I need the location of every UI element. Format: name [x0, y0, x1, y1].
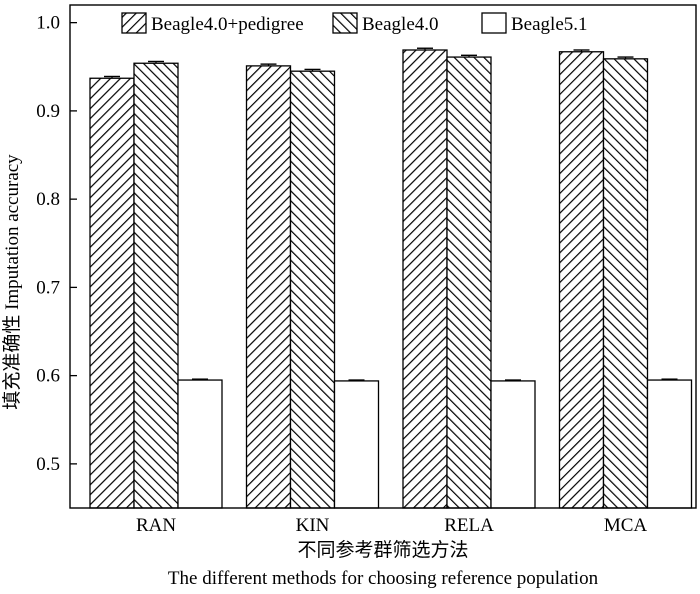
legend-label-beagle4-0-pedigree: Beagle4.0+pedigree	[151, 14, 304, 35]
bar-beagle4-0-pedigree-kin	[245, 65, 292, 509]
bar-beagle4-0-kin	[289, 70, 336, 509]
x-tick-label-kin: KIN	[296, 515, 330, 536]
y-axis-label: 填充准确性 Imputation accuracy	[1, 154, 23, 410]
y-tick-label-0: 0.5	[36, 454, 60, 475]
bar-beagle4-0-rela	[446, 56, 492, 509]
y-tick-label-5: 1.0	[36, 13, 60, 34]
bar-beagle4-0-mca	[602, 58, 649, 509]
bar-beagle5-1-ran	[177, 379, 223, 509]
legend: Beagle4.0+pedigree Beagle4.0 Beagle5.1	[121, 12, 588, 35]
y-axis: 0.5 0.6 0.7 0.8 0.9 1.0	[36, 13, 77, 475]
legend-label-beagle4-0: Beagle4.0	[362, 14, 439, 35]
bar-beagle4-0-ran	[133, 62, 179, 509]
y-tick-label-1: 0.6	[36, 366, 60, 387]
error-bars-layer	[104, 47, 678, 381]
x-axis-label-chinese: 不同参考群筛选方法	[297, 539, 468, 561]
x-axis-label-english: The different methods for choosing refer…	[168, 568, 599, 589]
y-tick-label-3: 0.8	[36, 189, 60, 210]
x-tick-label-rela: RELA	[444, 515, 494, 536]
x-tick-label-mca: MCA	[604, 515, 648, 536]
bar-beagle4-0-pedigree-mca	[558, 51, 605, 509]
legend-label-beagle5-1: Beagle5.1	[511, 14, 588, 35]
x-tick-label-ran: RAN	[136, 515, 176, 536]
bar-beagle5-1-mca	[646, 379, 693, 509]
bar-beagle5-1-kin	[333, 380, 380, 509]
bar-beagle4-0-pedigree-ran	[89, 77, 135, 509]
legend-swatch-beagle5-1	[481, 12, 507, 34]
y-tick-label-4: 0.9	[36, 101, 60, 122]
bars-layer	[89, 49, 693, 509]
bar-beagle4-0-pedigree-rela	[402, 49, 448, 509]
bar-beagle5-1-rela	[490, 380, 536, 509]
legend-swatch-beagle4-0-pedigree	[121, 12, 147, 34]
legend-swatch-beagle4-0	[332, 12, 358, 34]
y-tick-label-2: 0.7	[36, 277, 60, 298]
plot-frame	[69, 4, 697, 509]
x-axis: RAN KIN RELA MCA	[136, 515, 647, 536]
